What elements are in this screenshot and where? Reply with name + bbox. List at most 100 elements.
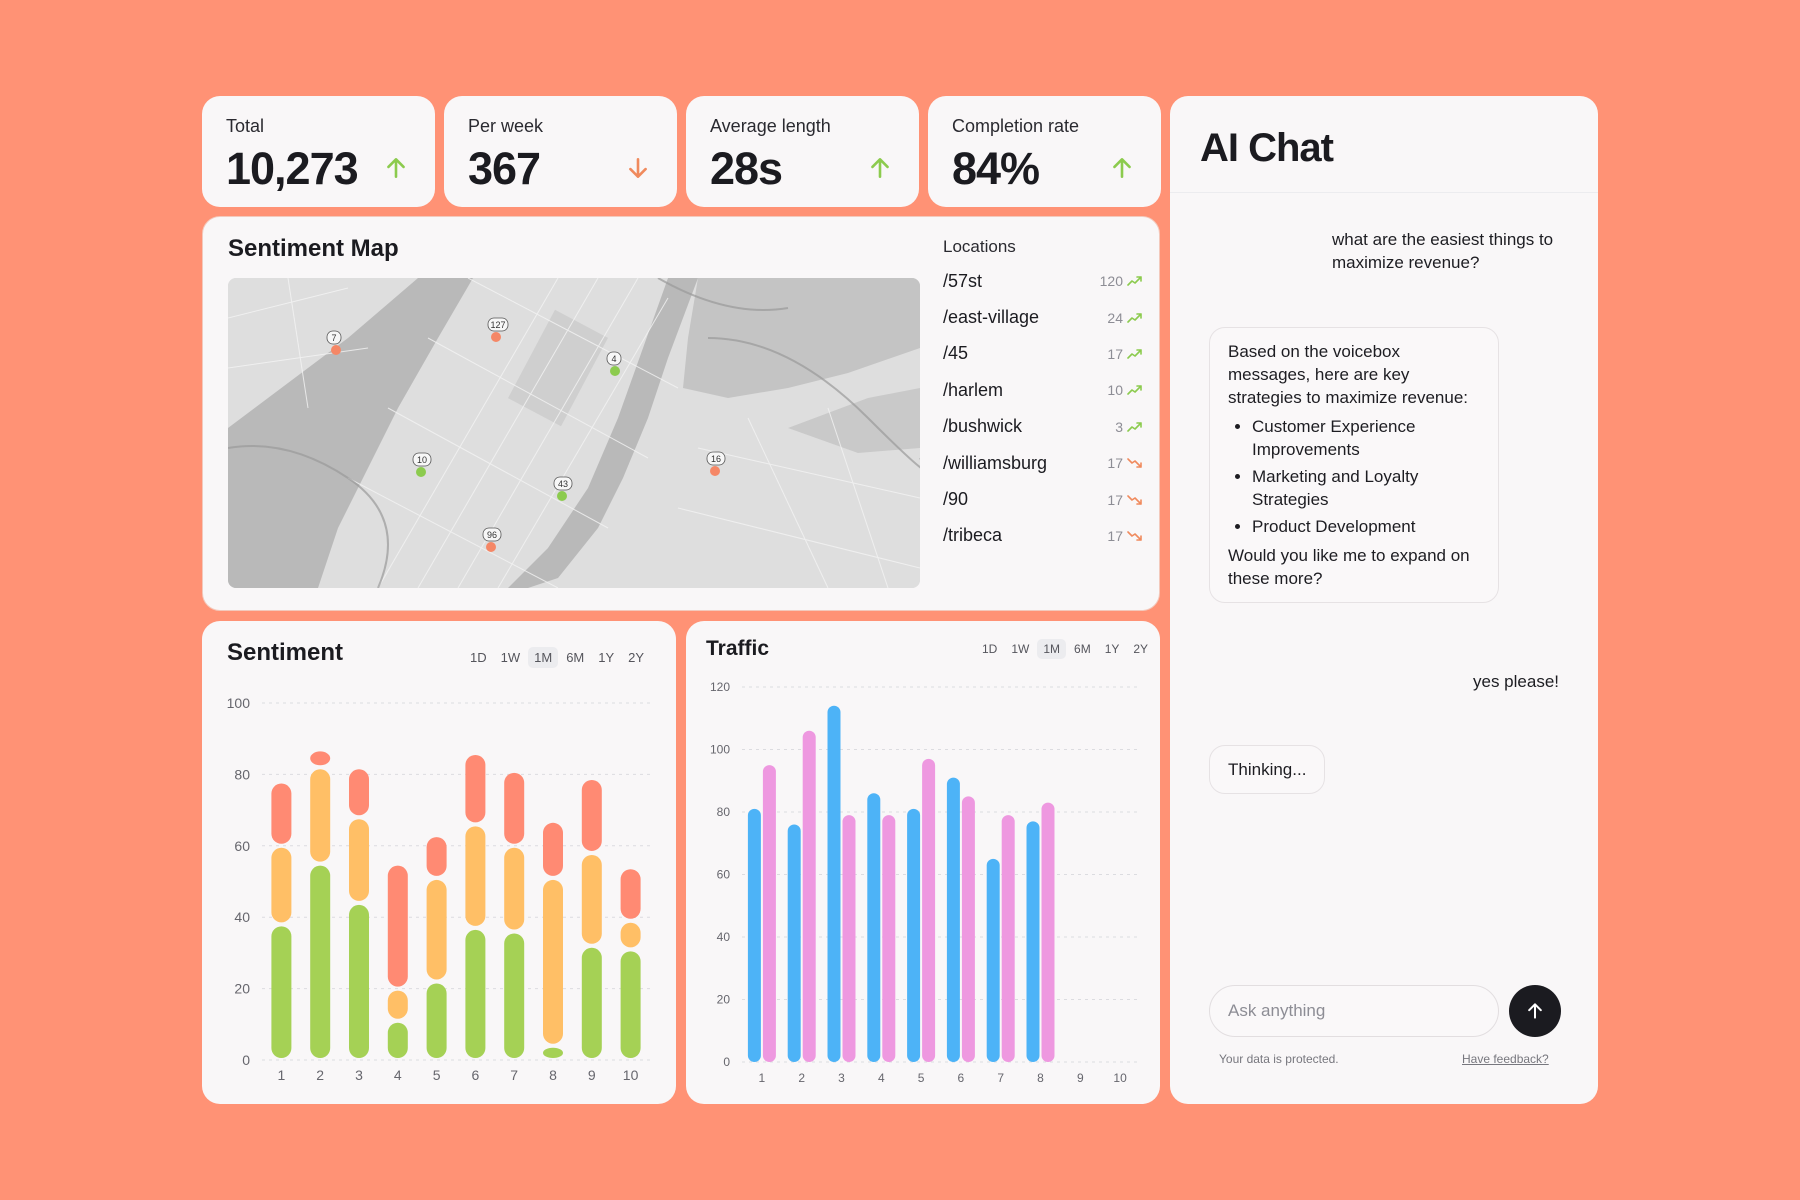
traffic-chart-card: Traffic 1D 1W 1M 6M 1Y 2Y 0 20 40 60 80 100 12… bbox=[686, 621, 1160, 1104]
y-tick-label: 20 bbox=[234, 981, 250, 997]
location-count: 120 bbox=[1099, 273, 1123, 290]
traffic-bar bbox=[867, 793, 881, 1062]
sentiment-bar bbox=[543, 822, 563, 876]
send-button[interactable] bbox=[1509, 985, 1561, 1037]
range-6m[interactable]: 6M bbox=[1074, 642, 1091, 656]
sentiment-bar bbox=[349, 819, 369, 901]
sentiment-bar bbox=[426, 879, 447, 980]
x-tick-label: 7 bbox=[997, 1071, 1004, 1085]
traffic-bar bbox=[802, 730, 816, 1062]
range-1w[interactable]: 1W bbox=[1011, 642, 1030, 656]
ai-message-bullet: Marketing and Loyalty Strategies bbox=[1252, 465, 1480, 511]
map-marker[interactable]: 10 bbox=[412, 452, 432, 477]
sentiment-bar bbox=[465, 826, 486, 926]
location-row[interactable]: /williamsburg 17 bbox=[943, 445, 1143, 481]
sentiment-bar bbox=[426, 837, 447, 876]
ai-message: Based on the voicebox messages, here are… bbox=[1209, 327, 1499, 603]
trend-down-icon bbox=[1127, 494, 1142, 505]
sentiment-bar bbox=[543, 1047, 563, 1058]
location-name: /harlem bbox=[943, 379, 1004, 400]
sentiment-map-title: Sentiment Map bbox=[228, 235, 399, 262]
sentiment-bar bbox=[543, 879, 563, 1044]
map-marker-label: 96 bbox=[487, 530, 497, 540]
arrow-up-icon bbox=[1528, 1003, 1542, 1019]
map-marker[interactable]: 96 bbox=[482, 527, 502, 552]
y-tick-label: 60 bbox=[234, 838, 250, 854]
x-tick-label: 1 bbox=[759, 1071, 766, 1085]
range-1m[interactable]: 1M bbox=[1037, 639, 1067, 659]
stat-card-total: Total 10,273 bbox=[202, 96, 435, 207]
traffic-chart-title: Traffic bbox=[706, 637, 770, 660]
map-marker[interactable]: 7 bbox=[326, 330, 342, 355]
y-tick-label: 60 bbox=[717, 868, 731, 882]
feedback-link[interactable]: Have feedback? bbox=[1462, 1052, 1549, 1066]
location-row[interactable]: /tribeca 17 bbox=[943, 518, 1143, 554]
traffic-bar bbox=[946, 777, 960, 1062]
sentiment-bar bbox=[271, 926, 292, 1058]
location-name: /east-village bbox=[943, 307, 1040, 328]
sentiment-range-selector: 1D 1W 1M 6M 1Y 2Y bbox=[464, 647, 650, 668]
traffic-bar bbox=[787, 824, 801, 1062]
range-1d[interactable]: 1D bbox=[470, 650, 487, 665]
locations-list: Locations /57st 120/east-village 24/45 17/h… bbox=[943, 237, 1143, 554]
range-1y[interactable]: 1Y bbox=[598, 650, 615, 665]
location-row[interactable]: /harlem 10 bbox=[943, 372, 1143, 408]
map-marker[interactable]: 127 bbox=[487, 317, 509, 342]
range-2y[interactable]: 2Y bbox=[1133, 642, 1149, 656]
stat-value: 28s bbox=[710, 143, 783, 194]
data-protected-note: Your data is protected. bbox=[1219, 1052, 1339, 1066]
sentiment-map[interactable]: 7 127 4 10 43 96 16 bbox=[228, 278, 920, 588]
map-marker-label: 7 bbox=[331, 333, 336, 343]
arrow-up-icon bbox=[871, 158, 889, 178]
stat-label: Per week bbox=[468, 116, 544, 136]
location-row[interactable]: /east-village 24 bbox=[943, 299, 1143, 335]
y-tick-label: 80 bbox=[717, 805, 731, 819]
range-1d[interactable]: 1D bbox=[982, 642, 998, 656]
stat-label: Total bbox=[226, 116, 265, 136]
trend-up-icon bbox=[1127, 276, 1142, 286]
arrow-down-icon bbox=[629, 158, 647, 178]
chat-input[interactable]: Ask anything bbox=[1209, 985, 1499, 1037]
range-1m[interactable]: 1M bbox=[528, 647, 559, 668]
x-tick-label: 4 bbox=[394, 1067, 402, 1083]
ai-message-list: Customer Experience Improvements Marketi… bbox=[1228, 415, 1480, 538]
sentiment-bar bbox=[426, 983, 447, 1058]
user-message: yes please! bbox=[1473, 672, 1559, 691]
y-tick-label: 20 bbox=[717, 993, 731, 1007]
traffic-bar bbox=[827, 705, 841, 1062]
trend-up-icon bbox=[1127, 421, 1142, 432]
sentiment-bar bbox=[620, 922, 641, 948]
map-marker[interactable]: 43 bbox=[553, 476, 573, 501]
stat-value: 10,273 bbox=[226, 143, 359, 194]
y-tick-label: 120 bbox=[710, 680, 730, 694]
x-tick-label: 10 bbox=[623, 1067, 639, 1083]
location-row[interactable]: /bushwick 3 bbox=[943, 409, 1143, 445]
ai-message-bullet: Product Development bbox=[1252, 515, 1480, 538]
x-tick-label: 8 bbox=[1037, 1071, 1044, 1085]
x-tick-label: 10 bbox=[1113, 1071, 1127, 1085]
chat-divider bbox=[1170, 192, 1598, 193]
ai-chat-panel: AI Chat what are the easiest things to m… bbox=[1170, 96, 1598, 1104]
range-2y[interactable]: 2Y bbox=[628, 650, 645, 665]
location-row[interactable]: /45 17 bbox=[943, 336, 1143, 372]
map-marker[interactable]: 4 bbox=[606, 351, 622, 376]
location-name: /bushwick bbox=[943, 416, 1023, 437]
sentiment-bar bbox=[310, 751, 331, 766]
sentiment-map-card: Sentiment Map bbox=[202, 216, 1160, 611]
location-count: 17 bbox=[1107, 491, 1123, 508]
sentiment-bar bbox=[581, 947, 602, 1058]
range-6m[interactable]: 6M bbox=[566, 650, 585, 665]
sentiment-bar bbox=[271, 783, 292, 844]
location-row[interactable]: /90 17 bbox=[943, 481, 1143, 517]
y-tick-label: 40 bbox=[234, 909, 250, 925]
range-1y[interactable]: 1Y bbox=[1104, 642, 1120, 656]
map-marker-label: 4 bbox=[611, 354, 616, 364]
location-count: 17 bbox=[1107, 527, 1123, 544]
stat-value: 367 bbox=[468, 143, 541, 194]
traffic-range-selector: 1D 1W 1M 6M 1Y 2Y bbox=[976, 639, 1154, 659]
range-1w[interactable]: 1W bbox=[500, 650, 521, 665]
map-marker[interactable]: 16 bbox=[706, 451, 726, 476]
locations-header: Locations bbox=[943, 237, 1016, 256]
sentiment-bar bbox=[620, 869, 641, 919]
location-row[interactable]: /57st 120 bbox=[943, 263, 1143, 299]
